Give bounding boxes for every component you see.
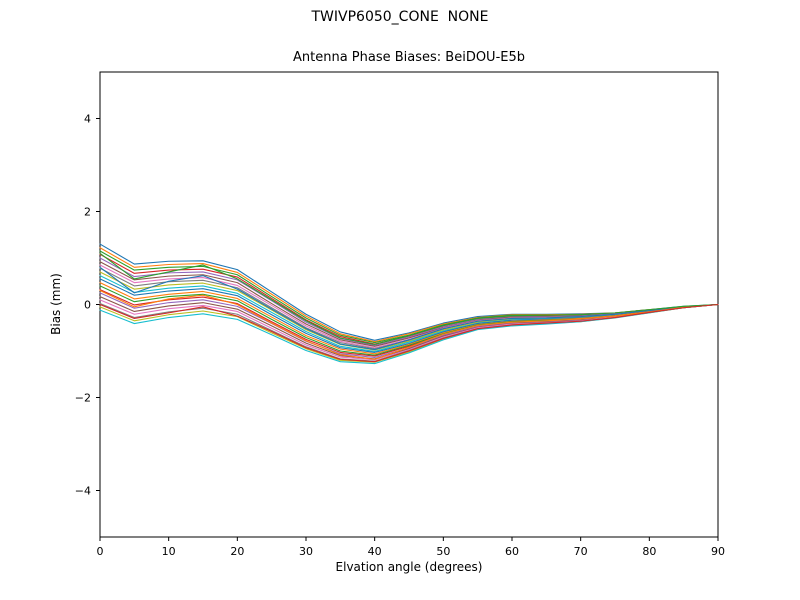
y-tick-label: 4 (84, 113, 91, 126)
x-tick-label: 90 (711, 545, 725, 558)
x-tick-label: 0 (97, 545, 104, 558)
y-tick-label: 2 (84, 206, 91, 219)
bias-line (99, 303, 719, 363)
x-tick-label: 60 (505, 545, 519, 558)
x-tick-label: 80 (642, 545, 656, 558)
axes-title: Antenna Phase Biases: BeiDOU-E5b (292, 50, 526, 65)
axes-frame (99, 71, 719, 538)
x-tick-label: 40 (368, 545, 382, 558)
x-tick-label: 70 (574, 545, 588, 558)
x-axis-label: Elvation angle (degrees) (335, 560, 483, 574)
x-tick-label: 10 (162, 545, 176, 558)
bias-line (99, 252, 719, 346)
y-tick-label: −4 (75, 485, 91, 498)
figure-suptitle: TWIVP6050_CONE NONE (311, 9, 489, 25)
x-tick-label: 30 (299, 545, 313, 558)
bias-line (99, 289, 719, 360)
x-tick-label: 50 (436, 545, 450, 558)
y-tick-label: −2 (75, 392, 91, 405)
x-tick-label: 20 (230, 545, 244, 558)
y-tick-label: 0 (84, 299, 91, 312)
bias-line (99, 266, 719, 351)
